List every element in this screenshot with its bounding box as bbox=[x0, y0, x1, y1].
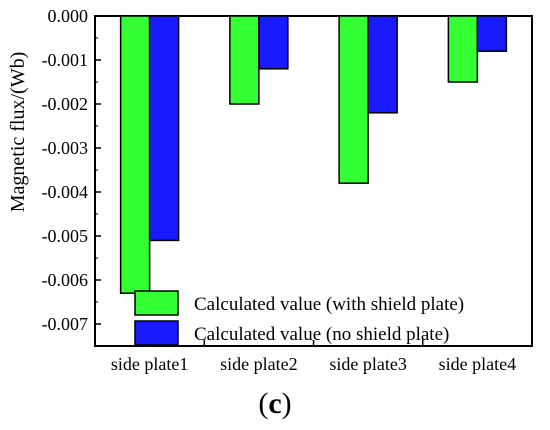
y-tick-label: -0.005 bbox=[42, 226, 89, 246]
bar-no-shield-1 bbox=[148, 15, 180, 242]
bar-no-shield-4 bbox=[476, 15, 508, 52]
y-tick-label: -0.001 bbox=[42, 50, 89, 70]
legend: Calculated value (with shield plate) Cal… bbox=[134, 290, 464, 346]
y-tick-label: -0.006 bbox=[42, 270, 89, 290]
panel-label-letter: c bbox=[268, 387, 281, 420]
x-axis: side plate1 side plate2 side plate3 side pl… bbox=[111, 340, 516, 374]
y-tick-label: -0.007 bbox=[42, 314, 89, 334]
y-tick-label: -0.002 bbox=[42, 94, 89, 114]
panel-label: (c) bbox=[258, 387, 291, 420]
y-axis-title: Magnetic flux/(Wb) bbox=[7, 52, 29, 213]
bar-with-shield-4 bbox=[447, 15, 479, 83]
bar-with-shield-3 bbox=[338, 15, 369, 184]
y-tick-label: 0.000 bbox=[48, 6, 89, 26]
bar-with-shield-2 bbox=[229, 15, 260, 105]
y-tick-label: -0.004 bbox=[42, 182, 89, 202]
legend-label-with-shield: Calculated value (with shield plate) bbox=[194, 294, 464, 315]
legend-swatch-with-shield bbox=[134, 290, 179, 316]
panel-label-open: ( bbox=[258, 387, 268, 420]
bar-no-shield-3 bbox=[367, 15, 398, 114]
y-tick-label: -0.003 bbox=[42, 138, 89, 158]
x-tick-label: side plate4 bbox=[439, 354, 516, 374]
x-tick-label: side plate1 bbox=[111, 354, 188, 374]
x-tick-label: side plate2 bbox=[220, 354, 297, 374]
bar-no-shield-2 bbox=[258, 15, 289, 70]
legend-swatch-no-shield bbox=[134, 320, 179, 346]
x-tick-label: side plate3 bbox=[329, 354, 406, 374]
bars-group bbox=[119, 15, 508, 294]
legend-label-no-shield: Calculated value (no shield plate) bbox=[194, 324, 449, 345]
panel-label-close: ) bbox=[282, 387, 292, 420]
bar-with-shield-1 bbox=[119, 15, 151, 294]
y-axis: 0.000 -0.001 -0.002 -0.003 -0.004 -0.005 -0.00… bbox=[42, 6, 101, 334]
